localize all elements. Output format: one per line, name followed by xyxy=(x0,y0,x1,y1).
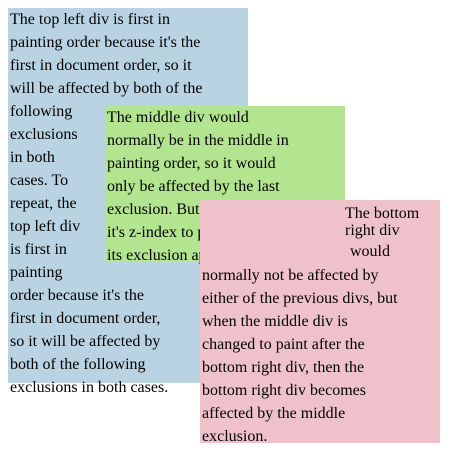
top-left-line: first in document order, so it xyxy=(10,57,192,74)
middle-line: painting order, so it would xyxy=(107,155,276,172)
bottom-right-line: exclusion. xyxy=(202,428,268,445)
top-left-line: so it will be affected by xyxy=(10,333,161,350)
bottom-right-line: normally not be affected by xyxy=(202,267,379,284)
top-left-line: The top left div is first in xyxy=(10,11,170,28)
bottom-right-line: either of the previous divs, but xyxy=(202,290,398,307)
top-left-line: painting order because it's the xyxy=(10,34,201,51)
top-left-line: is first in xyxy=(10,241,67,258)
top-left-line: painting xyxy=(10,264,63,281)
top-left-line: in both xyxy=(10,149,55,166)
top-left-line: both of the following xyxy=(10,356,146,373)
bottom-right-line: bottom right div, then the xyxy=(202,359,365,376)
top-left-line: first in document order, xyxy=(10,310,161,327)
top-left-line: repeat, the xyxy=(10,195,77,212)
bottom-right-line: affected by the middle xyxy=(202,405,346,422)
bottom-right-line: changed to paint after the xyxy=(202,336,365,353)
top-left-line: will be affected by both of the xyxy=(10,80,203,97)
top-left-line: following xyxy=(10,103,73,120)
bottom-right-line: bottom right div becomes xyxy=(202,382,366,399)
bottom-right-line: right div xyxy=(345,222,400,239)
bottom-right-line: would xyxy=(350,243,390,260)
top-left-line: top left div xyxy=(10,218,81,235)
bottom-right-div: The bottom right div would normally not … xyxy=(200,200,440,445)
top-left-line: exclusions xyxy=(10,126,78,143)
middle-line: normally be in the middle in xyxy=(107,132,289,149)
top-left-line: exclusions in both cases. xyxy=(10,379,169,396)
top-left-line: cases. To xyxy=(10,172,69,189)
bottom-right-line: The bottom xyxy=(345,205,420,222)
middle-line: The middle div would xyxy=(107,109,249,126)
top-left-line: order because it's the xyxy=(10,287,144,304)
bottom-right-line: when the middle div is xyxy=(202,313,348,330)
middle-line: only be affected by the last xyxy=(107,178,280,195)
